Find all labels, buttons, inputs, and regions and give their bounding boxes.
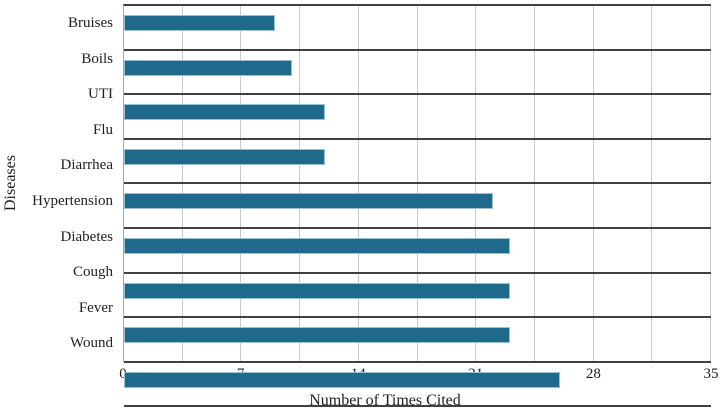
category-label-diabetes: Diabetes [60,228,113,245]
category-label-boils: Boils [81,50,113,67]
bar-uti [124,104,326,121]
category-label-uti: UTI [88,86,113,103]
bar-flu [124,148,326,165]
y-axis-labels: Bruises Boils UTI Flu Diarrhea Hypertension Di… [0,6,113,362]
plot-area [123,4,711,408]
x-tick-label-0: 0 [119,366,127,382]
bar-cough [124,327,510,344]
bar-hypertension [124,237,510,254]
category-label-cough: Cough [72,264,113,281]
bar-row-uti [124,104,711,140]
x-tick-label-35: 35 [703,366,719,382]
bar-row-flu [124,148,711,185]
bar-row-fever [124,371,711,408]
bar-row-hypertension [124,237,711,274]
category-label-fever: Fever [78,299,113,316]
category-label-flu: Flu [92,121,113,138]
category-label-bruises: Bruises [68,15,113,31]
bar-row-boils [124,59,711,96]
category-label-diarrhea: Diarrhea [60,157,113,174]
bar-boils [124,59,292,76]
x-axis-title: Number of Times Cited [309,392,461,409]
bar-row-diarrhea [124,193,711,229]
bar-row-diabetes [124,282,711,319]
bar-fever [124,371,561,388]
bar-bruises [124,15,275,31]
category-label-wound: Wound [70,335,113,352]
bar-row-cough [124,327,711,363]
bar-diabetes [124,282,510,299]
x-tick-label-28: 28 [585,366,601,382]
bar-row-bruises [124,15,711,51]
bar-diarrhea [124,193,493,210]
category-label-hypertension: Hypertension [32,192,113,209]
